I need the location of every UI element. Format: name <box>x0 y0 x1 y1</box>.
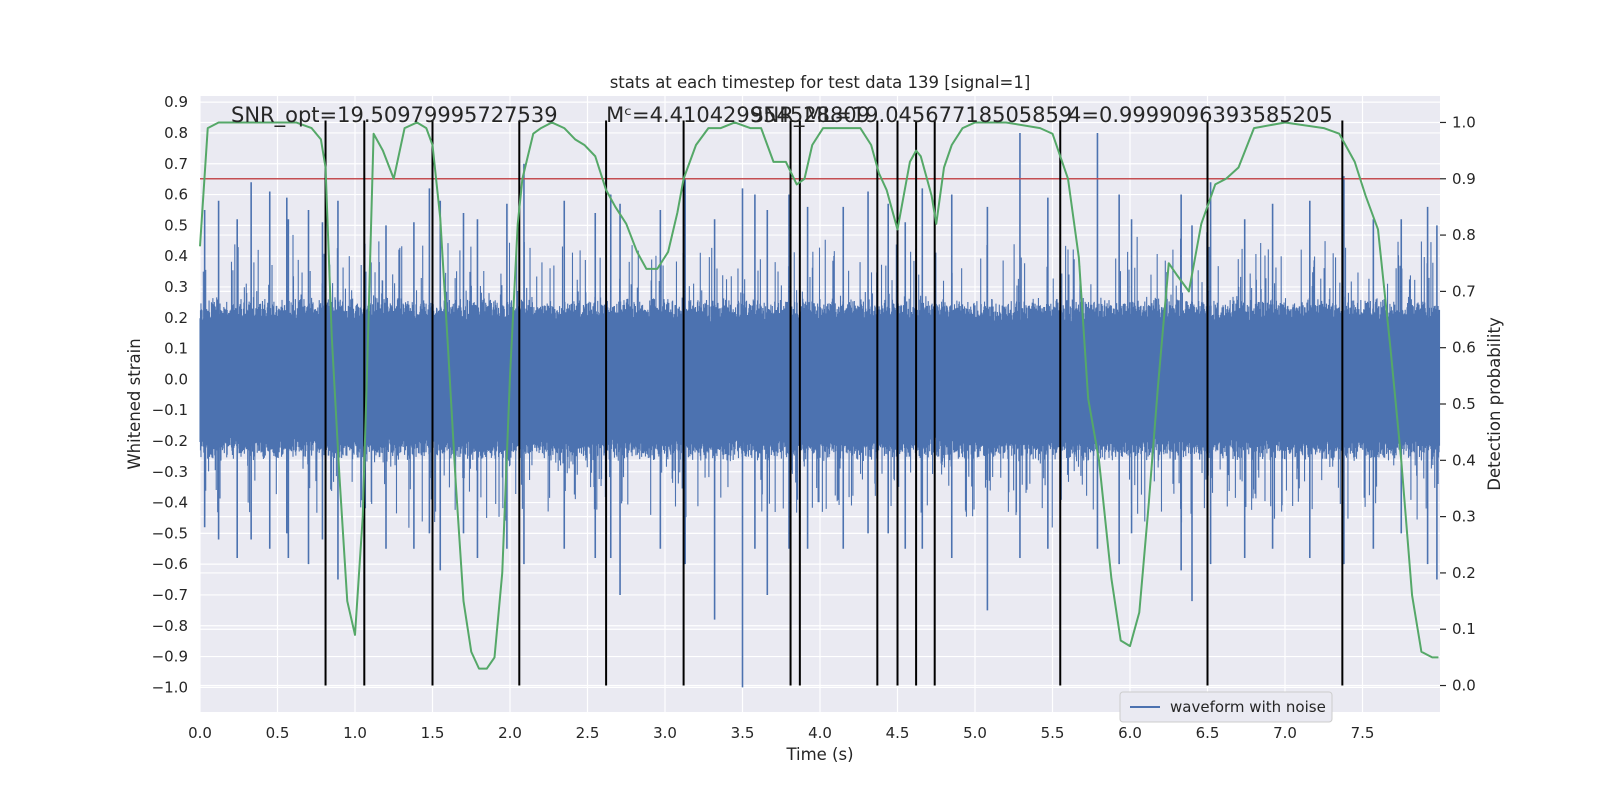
x-tick-label: 1.5 <box>421 724 445 742</box>
y-tick-label: 0.1 <box>164 340 188 358</box>
x-tick-label: 5.5 <box>1041 724 1065 742</box>
x-tick-label: 0.5 <box>266 724 290 742</box>
y2-tick-label: 0.6 <box>1452 339 1476 357</box>
x-tick-label: 6.0 <box>1118 724 1142 742</box>
annotation-text: Mᶜ=4.410429954528809 <box>606 103 870 127</box>
x-axis-ticks: 0.0 0.5 1.0 1.5 2.0 2.5 3.0 3.5 4.0 4.5 5.0 5.5 6.0 6… <box>188 724 1374 742</box>
y-axis-ticks: 0.9 0.8 0.7 0.6 0.5 0.4 0.3 0.2 0.1 0.0 −0.1 −0.2 −0… <box>152 93 188 696</box>
y2-axis-ticks: 1.0 0.9 0.8 0.7 0.6 0.5 0.4 0.3 0.2 0.1 0.0 <box>1440 113 1476 695</box>
y-tick-label: 0.8 <box>164 124 188 142</box>
x-tick-label: 0.0 <box>188 724 212 742</box>
annotations: SNR_opt=19.50979995727539 Mᶜ=4.4104299545… <box>231 103 1333 128</box>
y2-tick-label: 0.7 <box>1452 282 1476 300</box>
y2-tick-label: 0.3 <box>1452 508 1476 526</box>
legend: waveform with noise <box>1119 691 1333 723</box>
x-tick-label: 2.0 <box>498 724 522 742</box>
probability-line <box>199 121 1439 670</box>
x-tick-label: 7.5 <box>1351 724 1375 742</box>
y-tick-label: −0.6 <box>152 555 188 573</box>
y2-tick-label: 0.2 <box>1452 564 1476 582</box>
y-axis-label: Whitened strain <box>125 338 144 469</box>
y-tick-label: −0.1 <box>152 401 188 419</box>
y-tick-label: 0.4 <box>164 247 188 265</box>
annotation-text: SNR_opt=19.50979995727539 <box>231 103 558 128</box>
trigger-lines <box>324 120 1344 686</box>
y-tick-label: 0.6 <box>164 186 188 204</box>
annotation-text: SNR_ML=19.04567718505859 <box>750 103 1072 128</box>
y-tick-label: −0.7 <box>152 586 188 604</box>
y2-tick-label: 0.0 <box>1452 677 1476 695</box>
y-tick-label: 0.3 <box>164 278 188 296</box>
y-tick-label: −0.2 <box>152 432 188 450</box>
legend-box <box>1119 691 1333 723</box>
y-tick-label: −0.4 <box>152 494 188 512</box>
annotation-text: 4=0.9999096393585205 <box>1068 103 1333 127</box>
y-tick-label: 0.7 <box>164 155 188 173</box>
x-tick-label: 2.5 <box>576 724 600 742</box>
x-tick-label: 1.0 <box>343 724 367 742</box>
x-tick-label: 4.0 <box>808 724 832 742</box>
y2-tick-label: 0.8 <box>1452 226 1476 244</box>
chart-title: stats at each timestep for test data 139… <box>610 73 1031 92</box>
y-tick-label: 0.0 <box>164 370 188 388</box>
y-tick-label: 0.5 <box>164 216 188 234</box>
legend-label-waveform: waveform with noise <box>1170 698 1326 716</box>
y-tick-label: −0.3 <box>152 463 188 481</box>
y-tick-label: −1.0 <box>152 678 188 696</box>
y2-axis-label: Detection probability <box>1485 317 1504 491</box>
y-tick-label: 0.9 <box>164 93 188 111</box>
x-tick-label: 4.5 <box>886 724 910 742</box>
y2-tick-label: 0.1 <box>1452 620 1476 638</box>
y2-tick-label: 0.4 <box>1452 451 1476 469</box>
y2-tick-label: 0.9 <box>1452 170 1476 188</box>
x-axis-label: Time (s) <box>785 745 853 764</box>
y-tick-label: −0.5 <box>152 524 188 542</box>
y-tick-label: −0.8 <box>152 617 188 635</box>
y2-tick-label: 1.0 <box>1452 113 1476 131</box>
x-tick-label: 5.0 <box>963 724 987 742</box>
y2-tick-label: 0.5 <box>1452 395 1476 413</box>
x-tick-label: 6.5 <box>1196 724 1220 742</box>
x-tick-label: 3.0 <box>653 724 677 742</box>
y-tick-label: 0.2 <box>164 309 188 327</box>
y-tick-label: −0.9 <box>152 648 188 666</box>
waveform-series <box>199 132 1441 688</box>
x-tick-label: 3.5 <box>731 724 755 742</box>
x-tick-label: 7.0 <box>1273 724 1297 742</box>
probability-series <box>199 121 1439 670</box>
